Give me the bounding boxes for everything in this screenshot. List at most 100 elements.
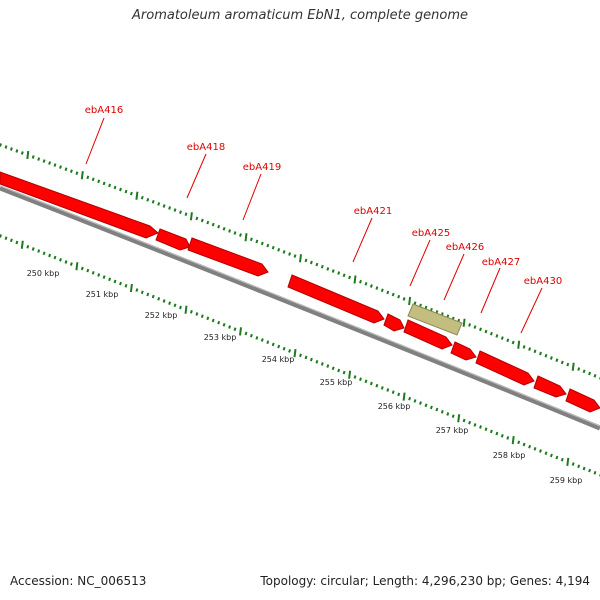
minor-tick xyxy=(369,381,373,386)
minor-tick xyxy=(500,433,504,438)
scale-label: 255 kbp xyxy=(320,378,353,387)
minor-tick xyxy=(375,286,379,290)
minor-tick xyxy=(108,277,112,282)
minor-tick xyxy=(391,292,395,297)
minor-tick xyxy=(309,260,313,265)
gene-arrow[interactable] xyxy=(533,375,567,398)
scale-label: 256 kbp xyxy=(378,402,411,411)
minor-tick xyxy=(31,155,35,159)
scale-labels: 250 kbp 251 kbp 252 kbp 253 kbp 254 kbp … xyxy=(27,269,583,485)
minor-tick xyxy=(102,181,106,186)
gene-label: ebA419 xyxy=(243,162,281,173)
gene-label: ebA426 xyxy=(446,242,484,253)
gene-track xyxy=(0,171,600,413)
gene-label: ebA427 xyxy=(482,257,520,268)
scale-label: 254 kbp xyxy=(262,355,295,364)
gene-arrow[interactable] xyxy=(383,313,405,332)
minor-tick xyxy=(206,316,210,321)
minor-tick xyxy=(528,444,532,449)
minor-tick xyxy=(42,159,46,163)
minor-tick xyxy=(228,229,232,233)
minor-tick xyxy=(582,369,586,374)
minor-tick xyxy=(271,342,275,347)
minor-tick xyxy=(69,262,73,266)
gene-arrow[interactable] xyxy=(0,171,159,239)
gene-arrow[interactable] xyxy=(475,350,535,386)
minor-tick xyxy=(15,240,19,245)
minor-tick xyxy=(375,383,379,388)
minor-tick xyxy=(222,322,226,327)
major-tick xyxy=(26,150,30,160)
minor-tick xyxy=(593,373,597,378)
gene-arrow[interactable] xyxy=(287,274,385,324)
minor-tick xyxy=(80,266,84,271)
minor-tick xyxy=(282,346,286,351)
minor-tick xyxy=(555,358,559,363)
minor-tick xyxy=(326,267,330,271)
major-tick xyxy=(517,340,521,349)
major-tick xyxy=(353,275,357,284)
minor-tick xyxy=(304,258,308,263)
minor-tick xyxy=(473,423,477,427)
minor-tick xyxy=(217,320,221,325)
gene-arrow[interactable] xyxy=(403,319,453,350)
minor-tick xyxy=(555,455,559,460)
minor-tick xyxy=(75,171,79,176)
minor-tick xyxy=(244,331,248,336)
genome-summary-text: Topology: circular; Length: 4,296,230 bp… xyxy=(260,574,590,588)
minor-tick xyxy=(429,405,433,410)
minor-tick xyxy=(260,241,264,246)
gene-arrow[interactable] xyxy=(450,341,477,361)
scale-label: 258 kbp xyxy=(493,451,526,460)
minor-tick xyxy=(419,401,422,405)
minor-tick xyxy=(500,336,504,340)
minor-tick xyxy=(424,403,428,408)
scale-label: 259 kbp xyxy=(550,476,583,485)
minor-tick xyxy=(386,290,390,295)
minor-tick xyxy=(255,336,259,340)
minor-tick xyxy=(348,275,352,280)
minor-tick xyxy=(337,368,341,373)
gene-arrow[interactable] xyxy=(565,388,600,413)
minor-tick xyxy=(549,453,553,458)
feature-box[interactable] xyxy=(407,303,463,336)
genome-backbone xyxy=(0,185,600,431)
minor-tick xyxy=(119,281,122,286)
minor-tick xyxy=(484,329,488,334)
gene-label: ebA430 xyxy=(524,276,562,287)
minor-tick xyxy=(342,370,346,375)
minor-tick xyxy=(359,279,362,284)
leader-line xyxy=(85,117,105,165)
leader-line xyxy=(186,153,207,199)
minor-tick xyxy=(42,251,46,256)
minor-tick xyxy=(64,167,68,172)
minor-tick xyxy=(549,356,553,360)
minor-tick xyxy=(560,457,564,462)
minor-tick xyxy=(326,364,330,368)
minor-tick xyxy=(9,147,13,151)
minor-tick xyxy=(211,318,215,323)
minor-tick xyxy=(533,349,537,354)
minor-tick xyxy=(64,260,68,264)
map-title: Aromatoleum aromaticum EbN1, complete ge… xyxy=(132,8,468,23)
minor-tick xyxy=(200,218,204,223)
minor-tick xyxy=(577,367,581,371)
minor-tick xyxy=(293,254,297,258)
minor-tick xyxy=(233,327,237,332)
minor-tick xyxy=(162,204,166,208)
minor-tick xyxy=(315,359,319,364)
minor-tick xyxy=(506,436,510,440)
minor-tick xyxy=(593,470,597,475)
minor-tick xyxy=(233,231,237,235)
gene-arrow[interactable] xyxy=(155,228,191,251)
minor-tick xyxy=(135,288,139,292)
minor-tick xyxy=(533,446,537,451)
minor-tick xyxy=(511,340,515,345)
minor-tick xyxy=(577,464,581,469)
minor-tick xyxy=(140,195,144,200)
minor-tick xyxy=(435,407,439,412)
minor-tick xyxy=(26,244,30,249)
minor-tick xyxy=(369,284,373,288)
gene-arrow[interactable] xyxy=(187,237,269,277)
minor-tick xyxy=(59,257,62,262)
